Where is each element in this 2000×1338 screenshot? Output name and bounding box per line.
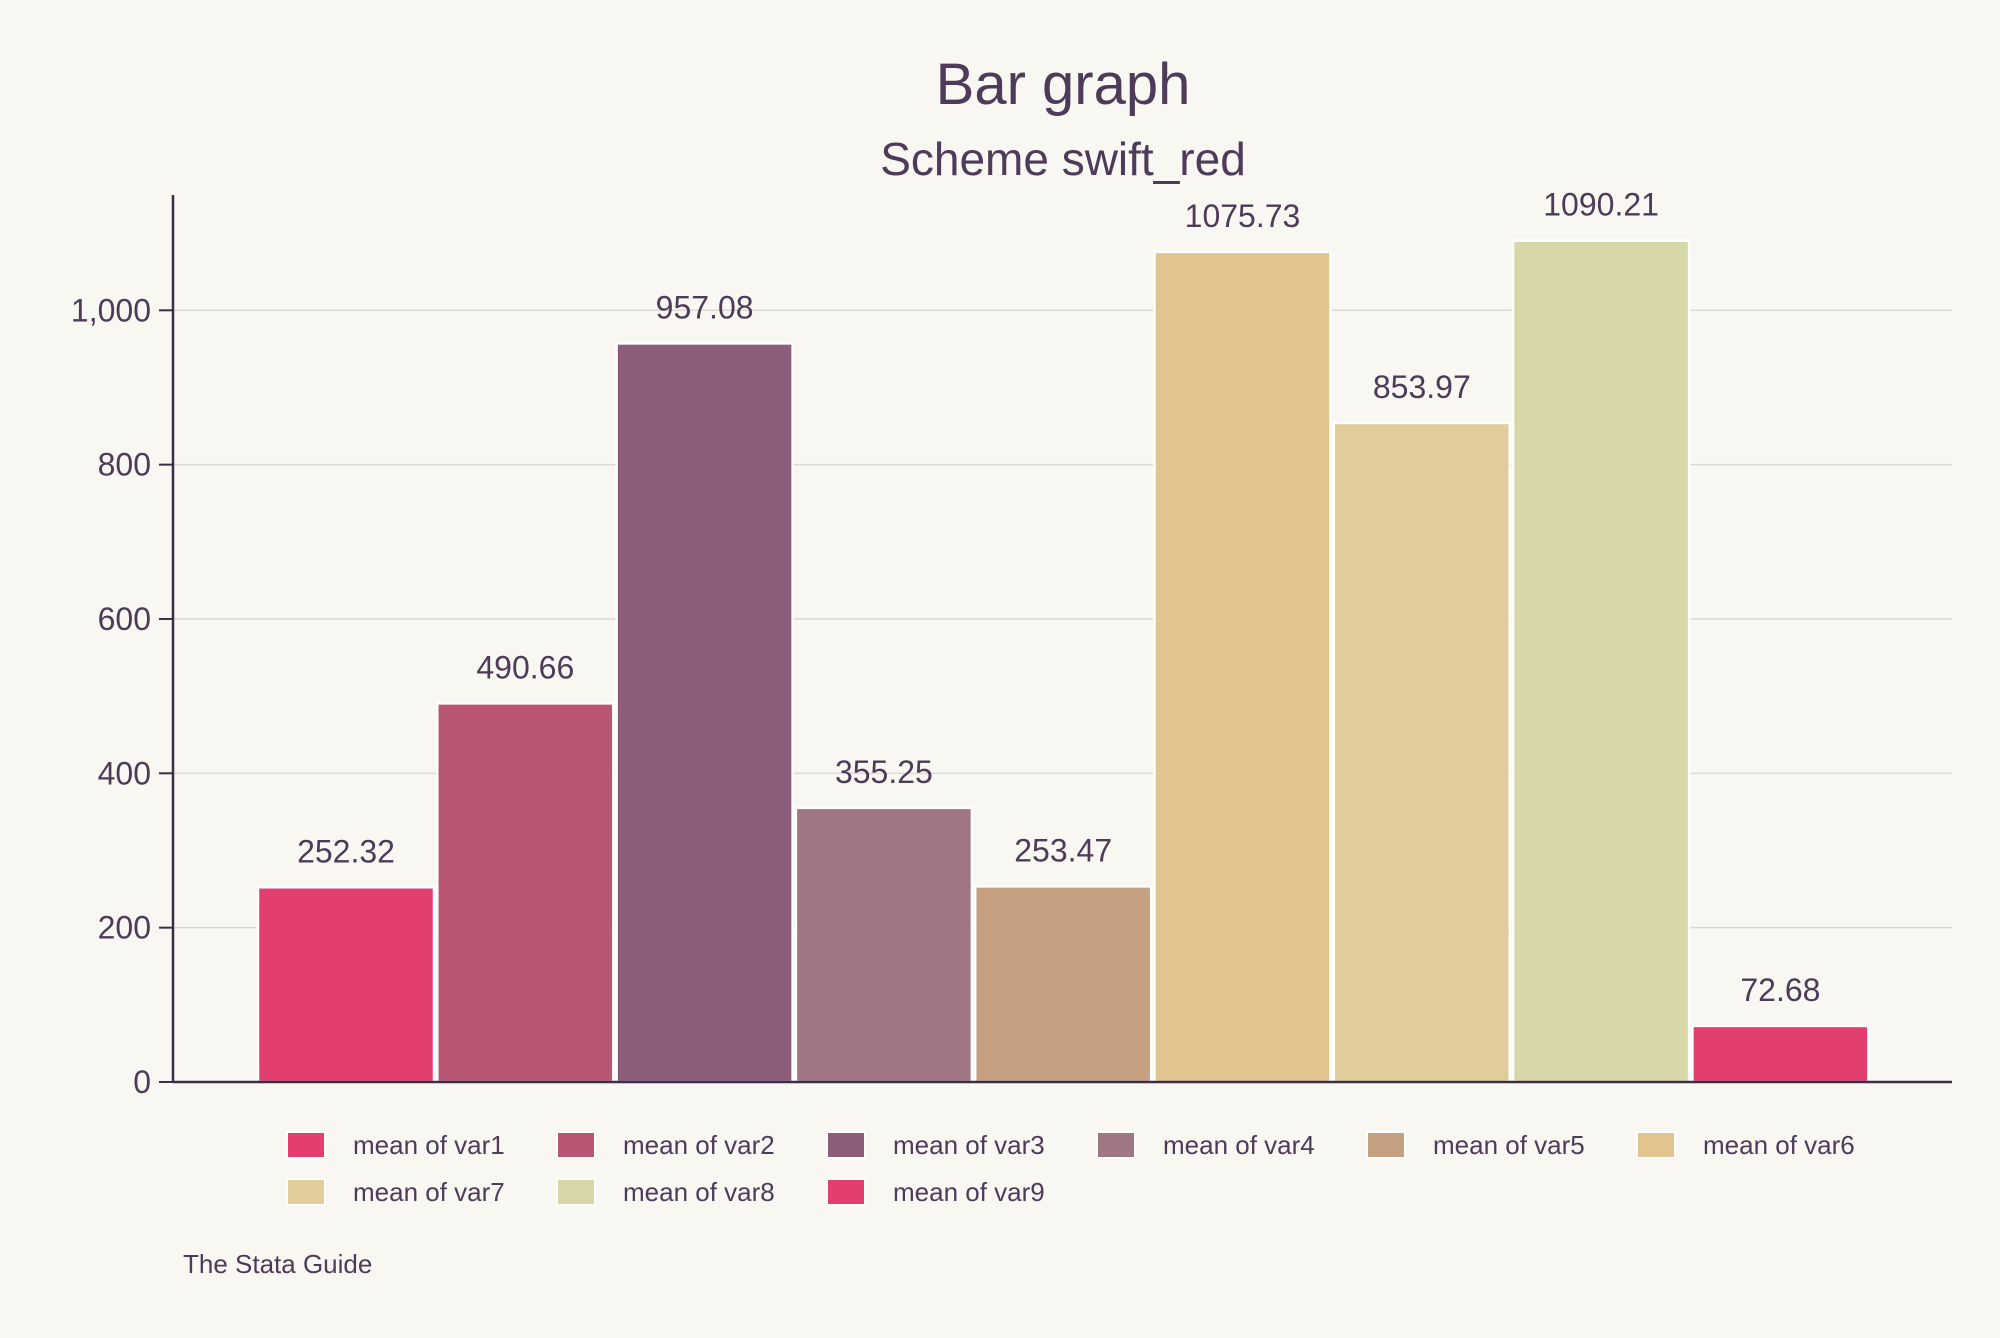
y-tick-label: 1,000 bbox=[71, 292, 151, 328]
bars bbox=[256, 239, 1870, 1084]
chart-subtitle: Scheme swift_red bbox=[880, 133, 1246, 185]
legend-swatch bbox=[826, 1131, 866, 1159]
legend-swatch bbox=[1366, 1131, 1406, 1159]
bar-value-label: 252.32 bbox=[297, 833, 395, 869]
legend-label: mean of var7 bbox=[353, 1177, 505, 1207]
legend: mean of var1 mean of var2 mean of var3 mean… bbox=[286, 1130, 1855, 1207]
chart-title: Bar graph bbox=[936, 52, 1191, 117]
data-labels: 252.32 490.66 957.08 355.25 253.47 1075.73 853… bbox=[297, 187, 1820, 1008]
legend-label: mean of var1 bbox=[353, 1130, 505, 1160]
bar-value-label: 1075.73 bbox=[1185, 198, 1301, 234]
bar bbox=[973, 885, 1153, 1084]
bar bbox=[1332, 421, 1512, 1084]
y-tick-label: 200 bbox=[98, 910, 151, 946]
bar bbox=[794, 806, 974, 1084]
legend-label: mean of var2 bbox=[623, 1130, 775, 1160]
bar bbox=[615, 342, 794, 1084]
legend-swatch bbox=[826, 1178, 866, 1206]
y-tick-label: 400 bbox=[98, 755, 151, 791]
y-tick-label: 800 bbox=[98, 447, 151, 483]
legend-label: mean of var9 bbox=[893, 1177, 1045, 1207]
legend-swatch bbox=[286, 1131, 326, 1159]
chart-note: The Stata Guide bbox=[183, 1249, 372, 1279]
legend-swatch bbox=[1636, 1131, 1676, 1159]
legend-label: mean of var8 bbox=[623, 1177, 775, 1207]
y-tick-label: 0 bbox=[133, 1064, 151, 1100]
bar bbox=[1153, 250, 1332, 1084]
y-tick-label: 600 bbox=[98, 601, 151, 637]
bar-value-label: 490.66 bbox=[476, 649, 574, 685]
axes: 0 200 400 600 800 1,000 bbox=[71, 195, 1952, 1100]
bar-value-label: 253.47 bbox=[1014, 832, 1112, 868]
bar-value-label: 957.08 bbox=[656, 289, 754, 325]
legend-swatch bbox=[1096, 1131, 1136, 1159]
legend-label: mean of var5 bbox=[1433, 1130, 1585, 1160]
legend-label: mean of var6 bbox=[1703, 1130, 1855, 1160]
bar-value-label: 853.97 bbox=[1373, 369, 1471, 405]
bar-value-label: 72.68 bbox=[1740, 972, 1820, 1008]
bar bbox=[1691, 1024, 1870, 1084]
legend-swatch bbox=[556, 1131, 596, 1159]
bar-value-label: 355.25 bbox=[835, 754, 933, 790]
bar bbox=[256, 886, 436, 1084]
legend-swatch bbox=[286, 1178, 326, 1206]
legend-label: mean of var3 bbox=[893, 1130, 1045, 1160]
bar bbox=[436, 702, 615, 1084]
bar bbox=[1511, 239, 1691, 1084]
bar-value-label: 1090.21 bbox=[1543, 187, 1659, 223]
legend-label: mean of var4 bbox=[1163, 1130, 1315, 1160]
legend-swatch bbox=[556, 1178, 596, 1206]
